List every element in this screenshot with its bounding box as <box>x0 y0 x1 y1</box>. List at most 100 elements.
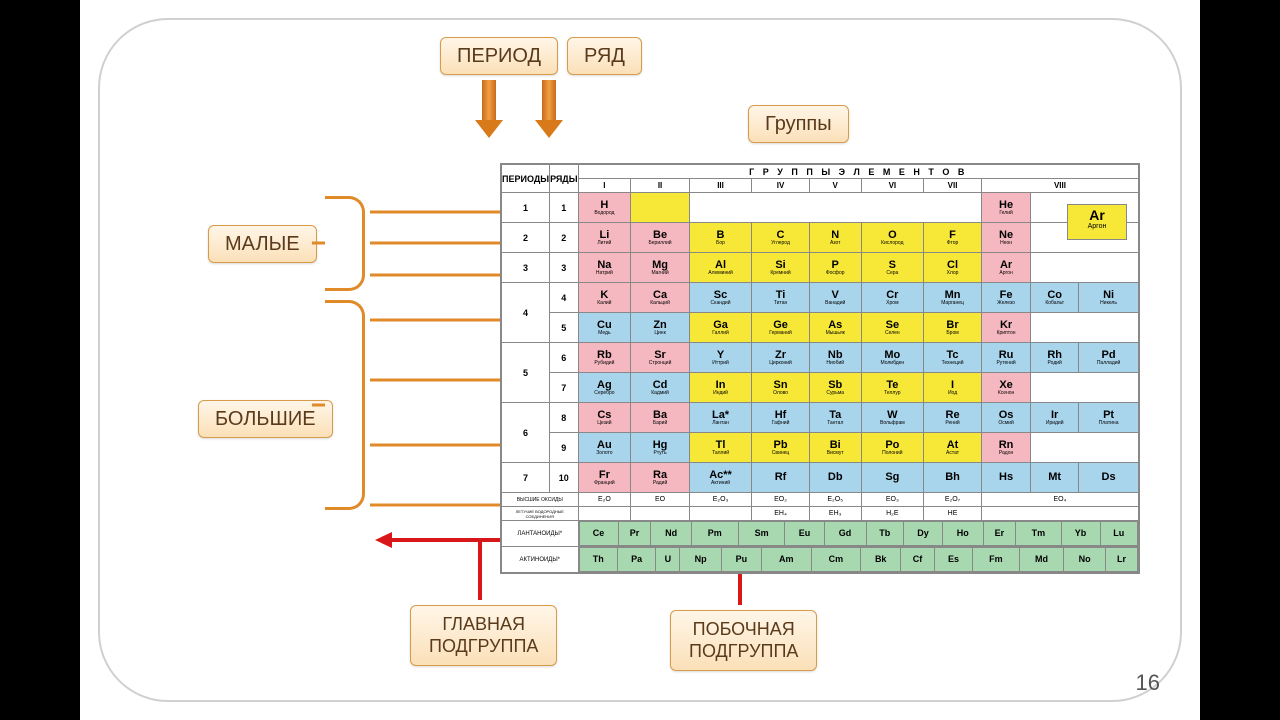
lanthanide-Er: Er <box>983 522 1016 546</box>
element-Hf: HfГафний <box>752 403 810 433</box>
element-Te: TeТеллур <box>861 373 924 403</box>
period-6: 6 <box>502 403 550 463</box>
row-3: 3 <box>550 253 578 283</box>
row-1: 1 <box>550 193 578 223</box>
hydride-2 <box>689 507 751 521</box>
oxide-3: EO₂ <box>752 493 810 507</box>
slide-stage: 16 ПЕРИОД РЯД Группы МАЛЫЕ БОЛЬШИЕ <box>80 0 1200 720</box>
brace-large <box>325 300 365 510</box>
element-La: La*Лантан <box>689 403 751 433</box>
hydride-7 <box>981 507 1138 521</box>
period-5: 5 <box>502 343 550 403</box>
tag-side-subgroup: ПОБОЧНАЯ ПОДГРУППА <box>670 610 817 671</box>
lanthanide-Tm: Tm <box>1016 522 1061 546</box>
element-Cs: CsЦезий <box>578 403 631 433</box>
element-Rb: RbРубидий <box>578 343 631 373</box>
period-4: 4 <box>502 283 550 343</box>
element-He: HeГелий <box>981 193 1030 223</box>
period-7: 7 <box>502 463 550 493</box>
arrow-down-period <box>475 80 503 138</box>
lanthanide-Gd: Gd <box>824 522 866 546</box>
header-group-VII: VII <box>924 179 982 193</box>
element-Mg: MgМагний <box>631 253 690 283</box>
oxide-6: E₂O₇ <box>924 493 982 507</box>
element-Hs: Hs <box>981 463 1030 493</box>
element-Mo: MoМолибден <box>861 343 924 373</box>
element-Hg: HgРтуть <box>631 433 690 463</box>
empty-cell <box>631 193 690 223</box>
element-Ag: AgСеребро <box>578 373 631 403</box>
element-Ru: RuРутений <box>981 343 1030 373</box>
hydride-5: H₂E <box>861 507 924 521</box>
row-lanthanides-label: ЛАНТАНОИДЫ* <box>502 521 579 547</box>
row-4: 4 <box>550 283 578 313</box>
actinide-No: No <box>1064 548 1106 572</box>
oxide-4: E₂O₅ <box>809 493 861 507</box>
element-B: BБор <box>689 223 751 253</box>
element-N: NАзот <box>809 223 861 253</box>
actinide-Cf: Cf <box>901 548 935 572</box>
element-Po: PoПолоний <box>861 433 924 463</box>
lanthanide-Nd: Nd <box>651 522 692 546</box>
element-Ta: TaТантал <box>809 403 861 433</box>
actinide-Th: Th <box>579 548 617 572</box>
element-Si: SiКремний <box>752 253 810 283</box>
element-Kr: KrКриптон <box>981 313 1030 343</box>
element-Re: ReРений <box>924 403 982 433</box>
element-Y: YИттрий <box>689 343 751 373</box>
element-Xe: XeКсенон <box>981 373 1030 403</box>
actinide-Bk: Bk <box>861 548 901 572</box>
element-Mn: MnМарганец <box>924 283 982 313</box>
oxide-1: EO <box>631 493 690 507</box>
element-Sb: SbСурьма <box>809 373 861 403</box>
actinide-Pu: Pu <box>721 548 761 572</box>
element-Cd: CdКадмий <box>631 373 690 403</box>
element-V: VВанадий <box>809 283 861 313</box>
tag-small-periods: МАЛЫЕ <box>208 225 317 263</box>
lanthanide-Sm: Sm <box>738 522 785 546</box>
element-Au: AuЗолото <box>578 433 631 463</box>
header-group-II: II <box>631 179 690 193</box>
header-periods: ПЕРИОДЫ <box>502 165 550 193</box>
actinide-Cm: Cm <box>811 548 861 572</box>
tag-groups: Группы <box>748 105 849 143</box>
element-S: SСера <box>861 253 924 283</box>
element-At: AtАстат <box>924 433 982 463</box>
element-Li: LiЛитий <box>578 223 631 253</box>
element-Pt: PtПлатина <box>1079 403 1139 433</box>
element-Tl: TlТаллий <box>689 433 751 463</box>
element-Pb: PbСвинец <box>752 433 810 463</box>
element-Sc: ScСкандий <box>689 283 751 313</box>
element-Ds: Ds <box>1079 463 1139 493</box>
element-I: IИод <box>924 373 982 403</box>
header-group-V: V <box>809 179 861 193</box>
element-Na: NaНатрий <box>578 253 631 283</box>
empty-cell <box>1031 373 1139 403</box>
periodic-table: ПЕРИОДЫ РЯДЫ Г Р У П П Ы Э Л Е М Е Н Т О… <box>500 163 1140 574</box>
element-Rf: Rf <box>752 463 810 493</box>
actinide-Am: Am <box>761 548 811 572</box>
actinide-Np: Np <box>680 548 722 572</box>
lanthanide-Pr: Pr <box>618 522 651 546</box>
element-Ir: IrИридий <box>1031 403 1079 433</box>
lanthanide-Ho: Ho <box>943 522 984 546</box>
element-Tc: TcТехнеций <box>924 343 982 373</box>
element-K: KКалий <box>578 283 631 313</box>
header-groups-title: Г Р У П П Ы Э Л Е М Е Н Т О В <box>578 165 1138 179</box>
element-Co: CoКобальт <box>1031 283 1079 313</box>
element-In: InИндий <box>689 373 751 403</box>
element-Ra: RaРадий <box>631 463 690 493</box>
element-Be: BeБериллий <box>631 223 690 253</box>
periodic-table-grid: ПЕРИОДЫ РЯДЫ Г Р У П П Ы Э Л Е М Е Н Т О… <box>501 164 1139 573</box>
element-Db: Db <box>809 463 861 493</box>
element-As: AsМышьяк <box>809 313 861 343</box>
lanthanide-Lu: Lu <box>1100 522 1137 546</box>
row-hydrides-label: ЛЕТУЧИЕ ВОДОРОДНЫЕ СОЕДИНЕНИЯ <box>502 507 579 521</box>
element-W: WВольфрам <box>861 403 924 433</box>
header-group-I: I <box>578 179 631 193</box>
header-group-IV: IV <box>752 179 810 193</box>
element-Nb: NbНиобий <box>809 343 861 373</box>
element-Ga: GaГаллий <box>689 313 751 343</box>
element-H: HВодород <box>578 193 631 223</box>
brace-small <box>325 196 365 291</box>
